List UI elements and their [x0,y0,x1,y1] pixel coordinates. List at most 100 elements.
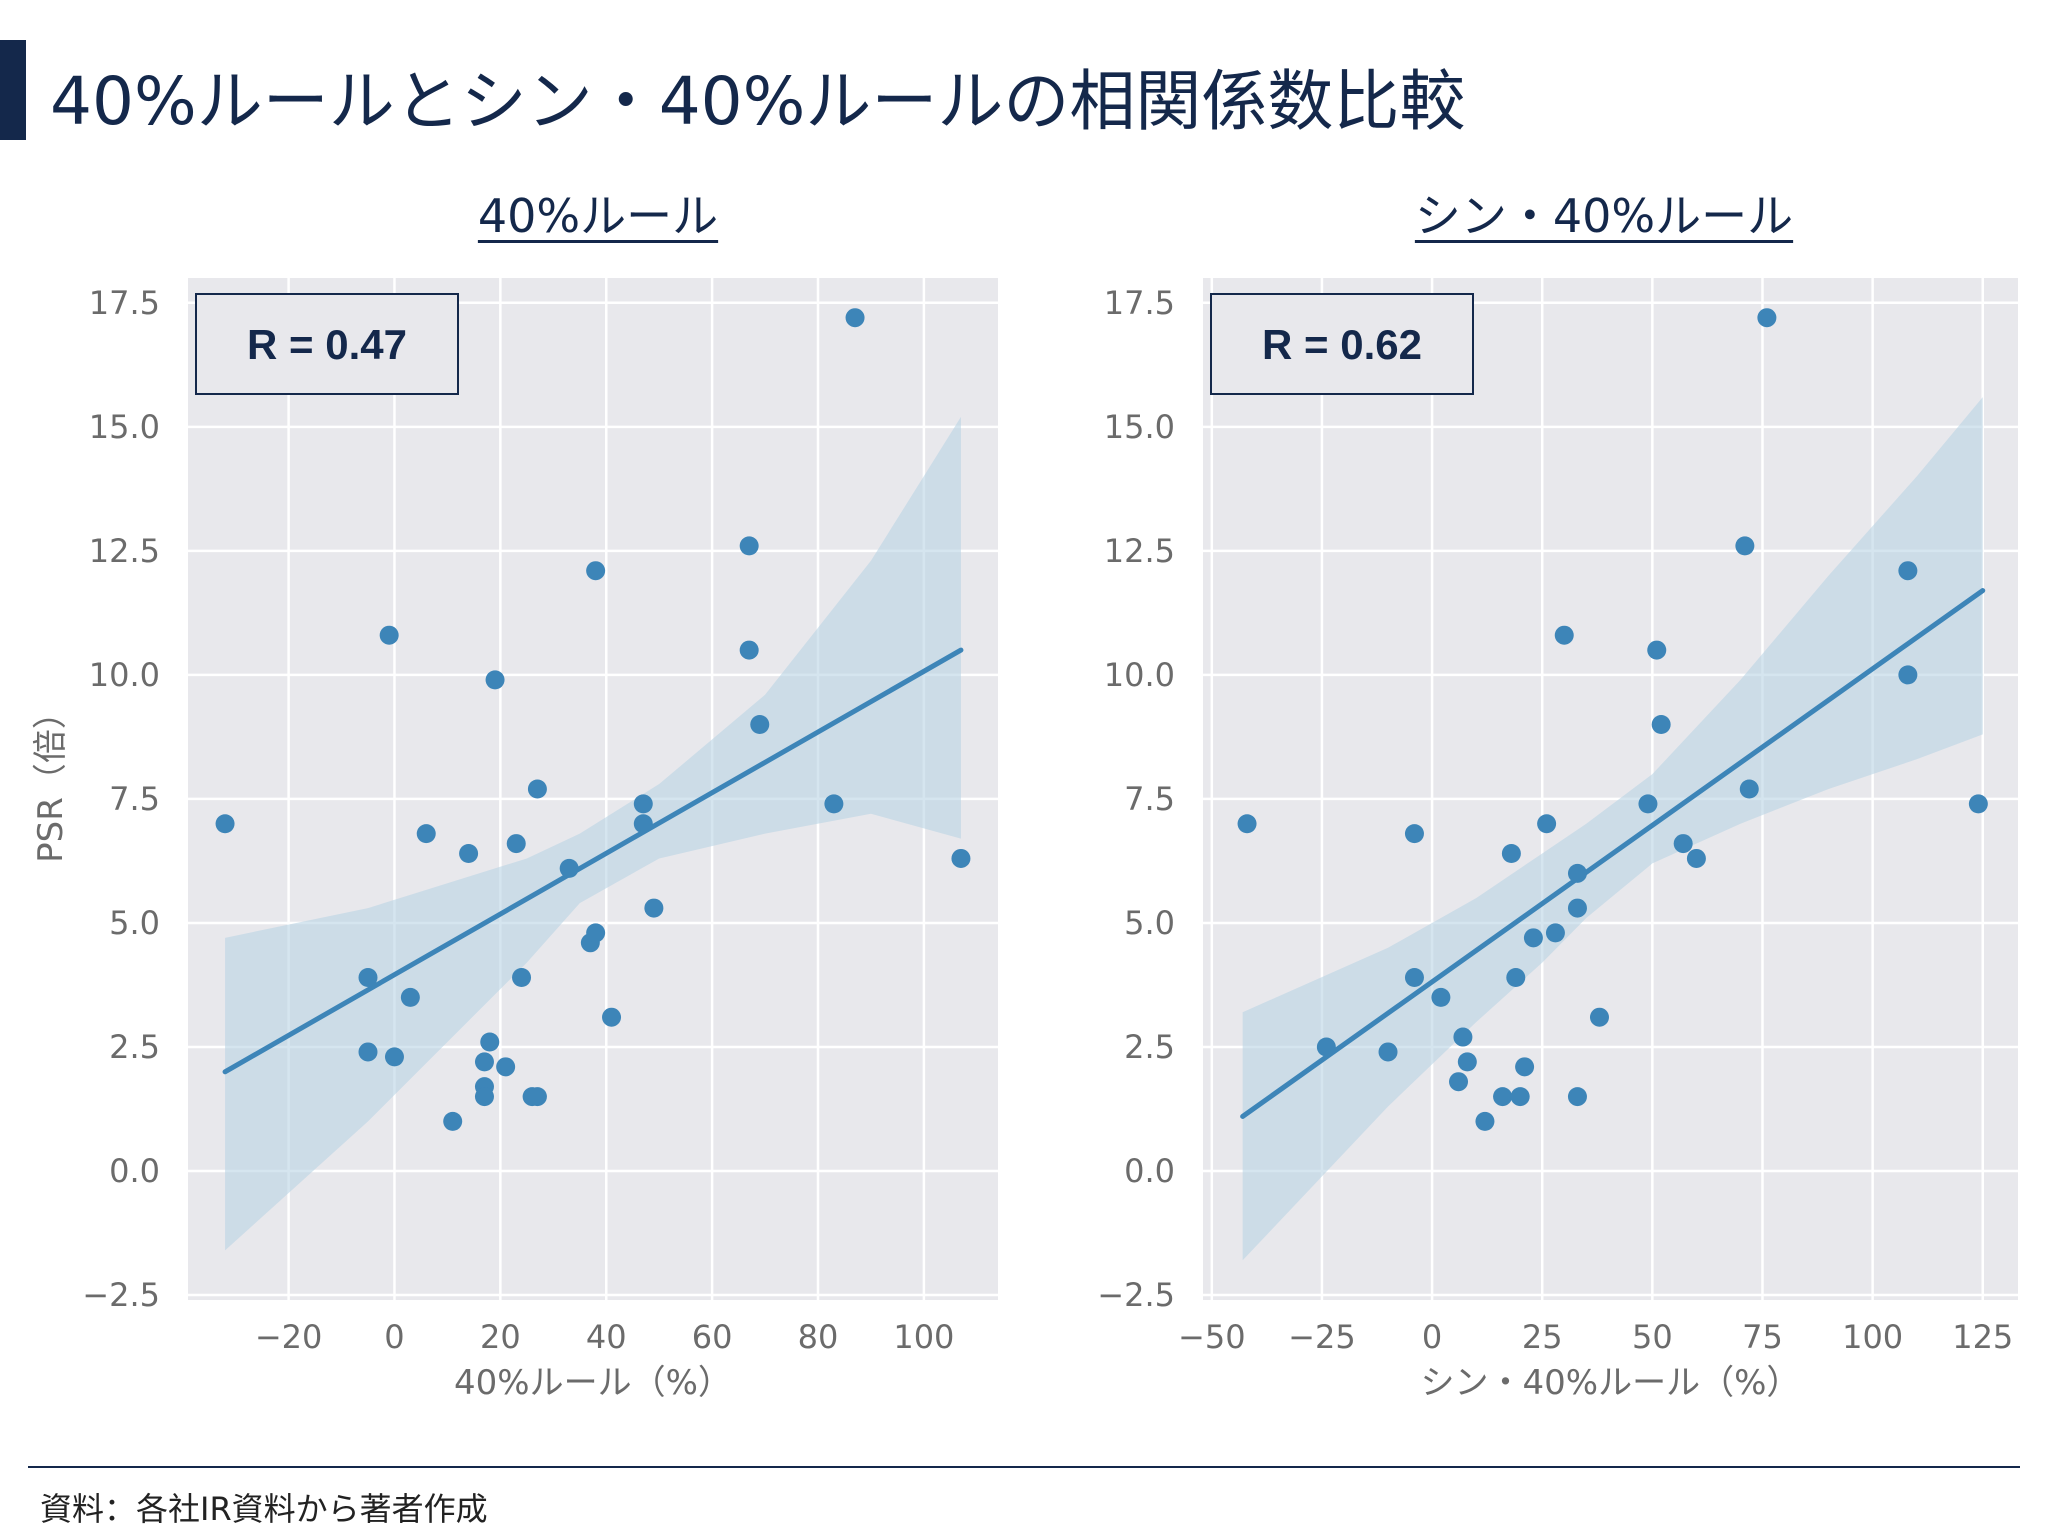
chart-right: −50 −25 0 25 50 75 100 125 −2.5 0.0 2.5 5.0 7.5 10.0 1… [1097,278,2018,1403]
page-title: 40%ルールとシン・40%ルールの相関係数比較 [50,63,1466,140]
x-tick-label: 25 [1522,1318,1563,1356]
data-point [1493,1087,1513,1107]
correlation-box [1210,293,1474,395]
data-point [1567,1087,1587,1107]
x-tick-label: −50 [1178,1318,1246,1356]
x-tick-label: −20 [255,1318,323,1356]
data-point [824,794,844,814]
data-point [358,968,378,988]
confidence-band [1242,397,1983,1261]
y-tick-label: 7.5 [1124,780,1175,818]
x-tick-label: 125 [1952,1318,2013,1356]
y-tick-label: 2.5 [1124,1028,1175,1066]
correlation-value: R = 0.62 [1262,321,1422,368]
data-point [1475,1111,1495,1131]
data-point [586,923,606,943]
data-point [1898,561,1918,581]
data-point [1757,308,1777,328]
x-tick-label: 50 [1632,1318,1673,1356]
data-point [474,1052,494,1072]
data-point [506,834,526,854]
chart-right-title: シン・40%ルール [1414,189,1794,243]
data-point [1378,1042,1398,1062]
x-tick-label: 100 [1842,1318,1903,1356]
data-point [1735,536,1755,556]
y-tick-label: 2.5 [109,1028,160,1066]
data-point [644,898,664,918]
x-tick-label: 60 [692,1318,733,1356]
data-point [1554,625,1574,645]
data-point [1237,814,1257,834]
confidence-band [225,416,961,1251]
data-point [358,1042,378,1062]
x-tick-label: 80 [798,1318,839,1356]
data-point [1316,1037,1336,1057]
y-axis-label: PSR（倍） [31,695,71,863]
data-point [1567,863,1587,883]
y-tick-label: 5.0 [1124,904,1175,942]
data-point [1501,843,1521,863]
y-tick-label: 10.0 [1104,656,1175,694]
y-tick-label: 5.0 [109,904,160,942]
y-tick-label: 17.5 [89,284,160,322]
data-point [1449,1072,1469,1092]
data-point [384,1047,404,1067]
regression-line [222,647,964,1075]
data-point [1523,928,1543,948]
y-tick-label: 10.0 [89,656,160,694]
data-point [512,968,532,988]
source-note: 資料：各社IR資料から著者作成 [40,1490,488,1528]
data-point [559,858,579,878]
data-point [586,561,606,581]
data-point [845,308,865,328]
data-point [400,987,420,1007]
y-tick-label: 15.0 [1104,408,1175,446]
data-point [1589,1007,1609,1027]
y-tick-label: 12.5 [1104,532,1175,570]
data-point [1453,1027,1473,1047]
data-point [633,794,653,814]
data-point [951,848,971,868]
x-axis-label: シン・40%ルール（%） [1421,1363,1801,1403]
y-tick-label: −2.5 [1097,1276,1175,1314]
data-point [379,625,399,645]
x-tick-label: 40 [586,1318,627,1356]
data-point [496,1057,516,1077]
data-point [527,1087,547,1107]
data-point [1545,923,1565,943]
x-tick-label: 20 [480,1318,521,1356]
title-accent-bar [0,40,26,140]
data-point [1647,640,1667,660]
data-point [443,1111,463,1131]
data-point [602,1007,622,1027]
data-point [215,814,235,834]
data-point [1506,968,1526,988]
y-tick-label: −2.5 [82,1276,160,1314]
data-point [1567,898,1587,918]
data-point [459,843,479,863]
data-point [1537,814,1557,834]
data-point [1673,834,1693,854]
x-tick-label: 0 [1422,1318,1442,1356]
data-point [1404,968,1424,988]
footer-divider [28,1466,2020,1468]
data-point [1651,715,1671,735]
correlation-value: R = 0.47 [247,321,407,368]
y-tick-label: 7.5 [109,780,160,818]
correlation-box [195,293,459,395]
data-point [750,715,770,735]
y-tick-label: 17.5 [1104,284,1175,322]
data-point [1431,987,1451,1007]
chart-left-title: 40%ルール [477,189,719,243]
data-point [1898,665,1918,685]
data-point [1739,779,1759,799]
data-point [1686,848,1706,868]
y-tick-label: 0.0 [1124,1152,1175,1190]
x-axis-label: 40%ルール（%） [454,1363,732,1403]
data-point [1510,1087,1530,1107]
data-point [1638,794,1658,814]
x-tick-label: 75 [1742,1318,1783,1356]
data-point [416,824,436,844]
data-point [1515,1057,1535,1077]
